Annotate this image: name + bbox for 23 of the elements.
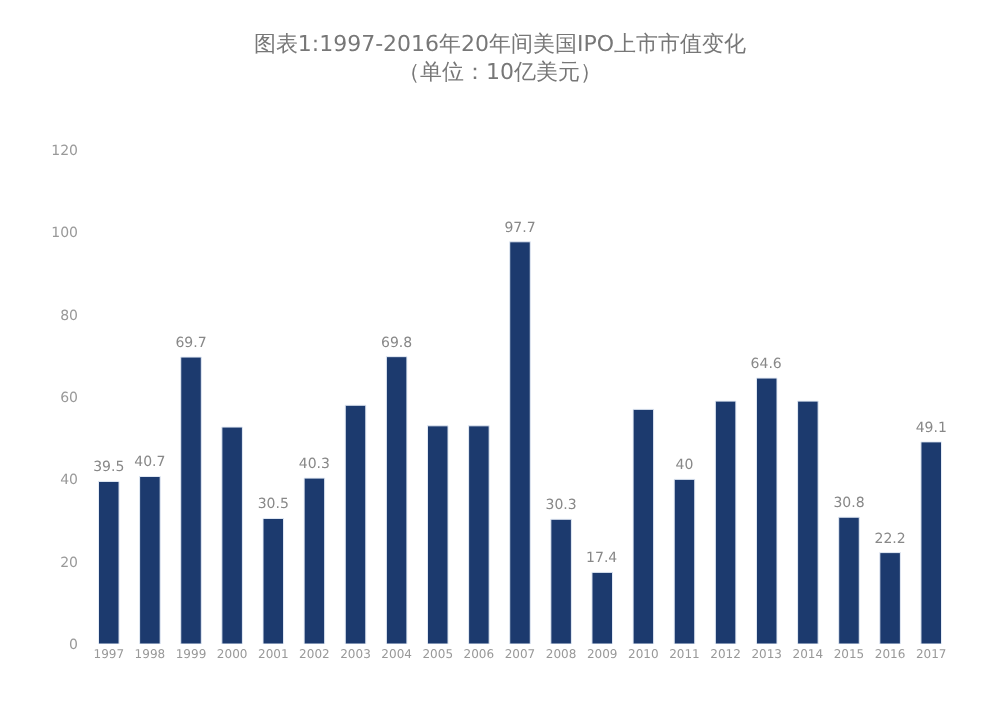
chart-subtitle: （单位：10亿美元）: [398, 59, 602, 86]
bar: [426, 425, 449, 644]
bar: [632, 408, 655, 644]
bar: [673, 478, 696, 644]
bar: [139, 475, 161, 644]
bar: [468, 425, 490, 644]
bar: [879, 552, 901, 644]
bar: [221, 426, 243, 644]
bar: [755, 377, 778, 644]
bar: [303, 477, 326, 644]
bar: [550, 518, 572, 644]
bar: [98, 480, 120, 644]
bar: [344, 404, 367, 644]
bar: [591, 571, 614, 644]
bar: [920, 441, 942, 644]
bar: [385, 356, 408, 644]
bar: [262, 517, 285, 644]
bar: [509, 241, 531, 644]
bar: [180, 356, 202, 644]
bar: [838, 516, 860, 644]
bar: [714, 400, 737, 644]
bar: [797, 400, 819, 644]
chart-title: 图表1:1997-2016年20年间美国IPO上市市值变化: [253, 30, 747, 57]
